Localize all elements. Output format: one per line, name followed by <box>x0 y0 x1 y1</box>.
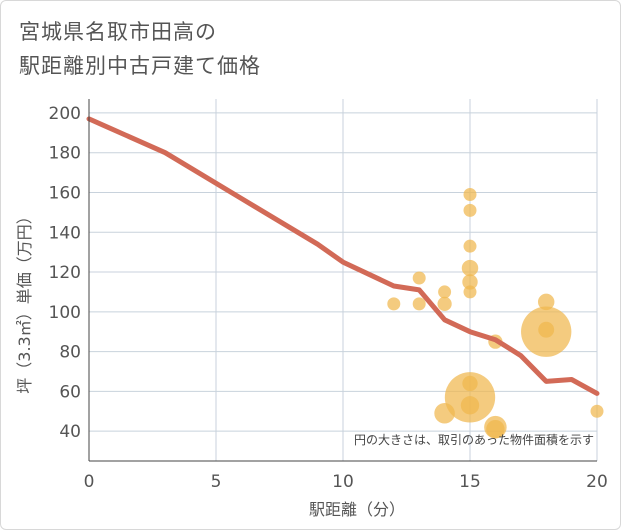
y-tick-label: 100 <box>49 303 81 323</box>
axes: 0 5 10 15 20 40 60 80 100 120 140 160 180 200 <box>49 99 608 492</box>
y-tick-label: 180 <box>49 144 81 164</box>
y-tick-label: 60 <box>59 382 81 402</box>
y-tick-label: 160 <box>49 183 81 203</box>
x-tick-label: 0 <box>84 472 95 492</box>
y-axis-title: 坪（3.3㎡）単価（万円） <box>15 208 34 393</box>
data-point <box>486 419 505 439</box>
data-point <box>438 285 452 299</box>
data-point <box>463 187 477 201</box>
data-point <box>461 259 479 277</box>
data-point <box>463 239 477 253</box>
x-tick-label: 10 <box>332 472 354 492</box>
data-point <box>462 274 478 290</box>
data-point <box>412 271 426 285</box>
data-point <box>387 297 401 311</box>
x-tick-label: 15 <box>459 472 481 492</box>
y-tick-label: 200 <box>49 104 81 124</box>
data-point <box>412 297 426 311</box>
data-point <box>463 285 477 299</box>
data-point <box>463 203 477 217</box>
data-point <box>437 296 452 311</box>
x-axis-title: 駅距離（分） <box>309 500 405 519</box>
y-tick-label: 40 <box>59 422 81 442</box>
trend-line <box>86 116 600 396</box>
chart-title-line1: 宮城県名取市田高の <box>19 20 217 44</box>
chart-title-line2: 駅距離別中古戸建て価格 <box>19 54 261 78</box>
y-tick-label: 80 <box>59 343 81 363</box>
data-point <box>537 293 555 311</box>
bubble-size-note: 円の大きさは、取引のあった物件面積を示す <box>354 432 594 447</box>
data-point <box>590 404 604 418</box>
y-tick-label: 120 <box>49 263 81 283</box>
x-tick-label: 5 <box>211 472 222 492</box>
chart-title: 宮城県名取市田高の 駅距離別中古戸建て価格 <box>19 15 261 83</box>
data-point <box>538 321 555 338</box>
x-tick-label: 20 <box>586 472 608 492</box>
bubble-series <box>387 187 604 439</box>
data-point <box>460 396 480 415</box>
y-tick-label: 140 <box>49 223 81 243</box>
